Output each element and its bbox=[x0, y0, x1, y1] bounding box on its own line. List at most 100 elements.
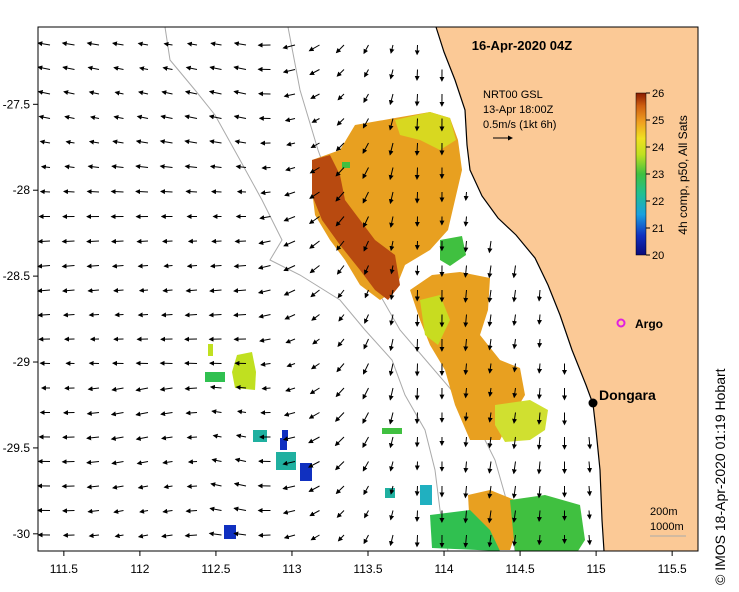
current-arrow bbox=[184, 114, 198, 120]
current-arrow bbox=[389, 69, 395, 80]
current-arrow bbox=[285, 338, 296, 344]
sst-patch-north-cool bbox=[395, 112, 456, 150]
current-arrow bbox=[463, 289, 469, 303]
current-arrow bbox=[587, 436, 593, 450]
current-arrow bbox=[389, 314, 395, 326]
current-arrow bbox=[587, 461, 593, 473]
current-arrow bbox=[88, 139, 100, 145]
current-legend: NRT00 GSL 13-Apr 18:00Z 0.5m/s (1kt 6h) bbox=[483, 89, 556, 141]
current-arrow bbox=[512, 387, 518, 399]
current-arrow bbox=[37, 89, 51, 95]
current-arrow bbox=[285, 387, 296, 392]
current-arrow bbox=[414, 142, 420, 156]
current-arrow bbox=[312, 338, 320, 345]
current-arrow bbox=[283, 411, 296, 417]
current-arrow bbox=[309, 265, 320, 274]
current-arrow bbox=[38, 114, 51, 120]
current-arrow bbox=[389, 485, 395, 495]
current-arrow bbox=[388, 363, 394, 377]
x-tick-label: 112.5 bbox=[201, 562, 230, 576]
current-arrow bbox=[211, 189, 222, 195]
current-arrow bbox=[487, 436, 493, 449]
current-arrow bbox=[336, 265, 345, 275]
current-arrow bbox=[310, 93, 320, 99]
current-arrow bbox=[388, 436, 394, 449]
sst-patch-west-7 bbox=[300, 463, 312, 481]
current-arrow bbox=[536, 510, 542, 522]
current-arrow bbox=[114, 533, 124, 539]
current-arrow bbox=[362, 436, 369, 448]
current-arrow bbox=[39, 139, 51, 145]
current-arrow bbox=[512, 338, 518, 350]
current-arrow bbox=[87, 164, 100, 170]
current-arrow bbox=[511, 510, 517, 523]
colorbar-tick-label: 23 bbox=[652, 169, 664, 181]
current-arrow bbox=[586, 485, 592, 497]
current-arrow bbox=[233, 312, 247, 318]
current-arrow bbox=[112, 139, 124, 145]
current-arrow bbox=[185, 189, 198, 195]
current-arrow bbox=[184, 164, 198, 170]
current-arrow bbox=[512, 314, 518, 326]
current-arrow bbox=[487, 314, 493, 327]
current-arrow bbox=[363, 44, 369, 55]
current-arrow bbox=[336, 510, 345, 518]
current-arrow bbox=[112, 41, 124, 47]
current-arrow bbox=[487, 534, 493, 548]
current-arrow bbox=[362, 387, 369, 400]
current-arrow bbox=[211, 409, 222, 415]
current-arrow bbox=[110, 435, 124, 441]
current-arrows bbox=[37, 41, 593, 548]
current-arrow bbox=[62, 288, 75, 294]
current-arrow bbox=[414, 387, 420, 401]
current-arrow bbox=[86, 459, 100, 465]
current-arrow bbox=[233, 89, 247, 95]
current-arrow bbox=[208, 531, 222, 537]
current-arrow bbox=[137, 484, 149, 490]
colorbar-tick-label: 21 bbox=[652, 223, 664, 235]
current-arrow bbox=[135, 139, 149, 145]
current-arrow bbox=[162, 459, 173, 465]
current-arrow bbox=[64, 114, 75, 120]
current-arrow bbox=[159, 386, 173, 392]
x-tick-label: 113 bbox=[282, 562, 301, 576]
current-arrow bbox=[184, 312, 198, 318]
current-arrow bbox=[309, 387, 320, 395]
current-arrow bbox=[308, 485, 320, 492]
current-arrow bbox=[335, 167, 345, 177]
current-arrow bbox=[284, 117, 296, 123]
current-arrow bbox=[233, 506, 247, 512]
current-arrow bbox=[388, 118, 394, 131]
current-arrow bbox=[37, 41, 51, 47]
current-arrow bbox=[86, 484, 100, 490]
current-arrow bbox=[283, 216, 296, 222]
x-tick-label: 113.5 bbox=[353, 562, 382, 576]
current-arrow bbox=[138, 287, 149, 293]
current-arrow bbox=[137, 312, 149, 318]
contour-legend: 200m 1000m bbox=[650, 506, 686, 537]
current-arrow bbox=[37, 65, 51, 71]
current-arrow bbox=[487, 485, 493, 499]
current-arrow bbox=[209, 65, 222, 71]
current-arrow bbox=[362, 412, 369, 424]
current-arrow bbox=[135, 164, 149, 170]
current-arrow bbox=[88, 90, 100, 96]
current-arrow bbox=[260, 190, 271, 196]
current-arrow bbox=[511, 265, 517, 279]
current-arrow bbox=[112, 484, 124, 490]
dongara-marker: Dongara bbox=[588, 387, 656, 408]
current-arrow bbox=[511, 436, 517, 450]
current-arrow bbox=[463, 485, 469, 499]
current-arrow bbox=[389, 44, 395, 54]
current-arrow bbox=[233, 531, 247, 537]
current-arrow bbox=[283, 265, 296, 272]
colorbar-tick-label: 20 bbox=[652, 250, 664, 262]
sst-patches bbox=[205, 112, 585, 551]
current-arrow bbox=[364, 314, 369, 324]
current-arrow bbox=[335, 461, 345, 471]
current-arrow bbox=[487, 461, 493, 474]
current-arrow bbox=[362, 363, 369, 375]
current-arrow bbox=[362, 461, 369, 472]
current-arrow bbox=[88, 533, 100, 539]
current-arrow bbox=[487, 240, 493, 254]
